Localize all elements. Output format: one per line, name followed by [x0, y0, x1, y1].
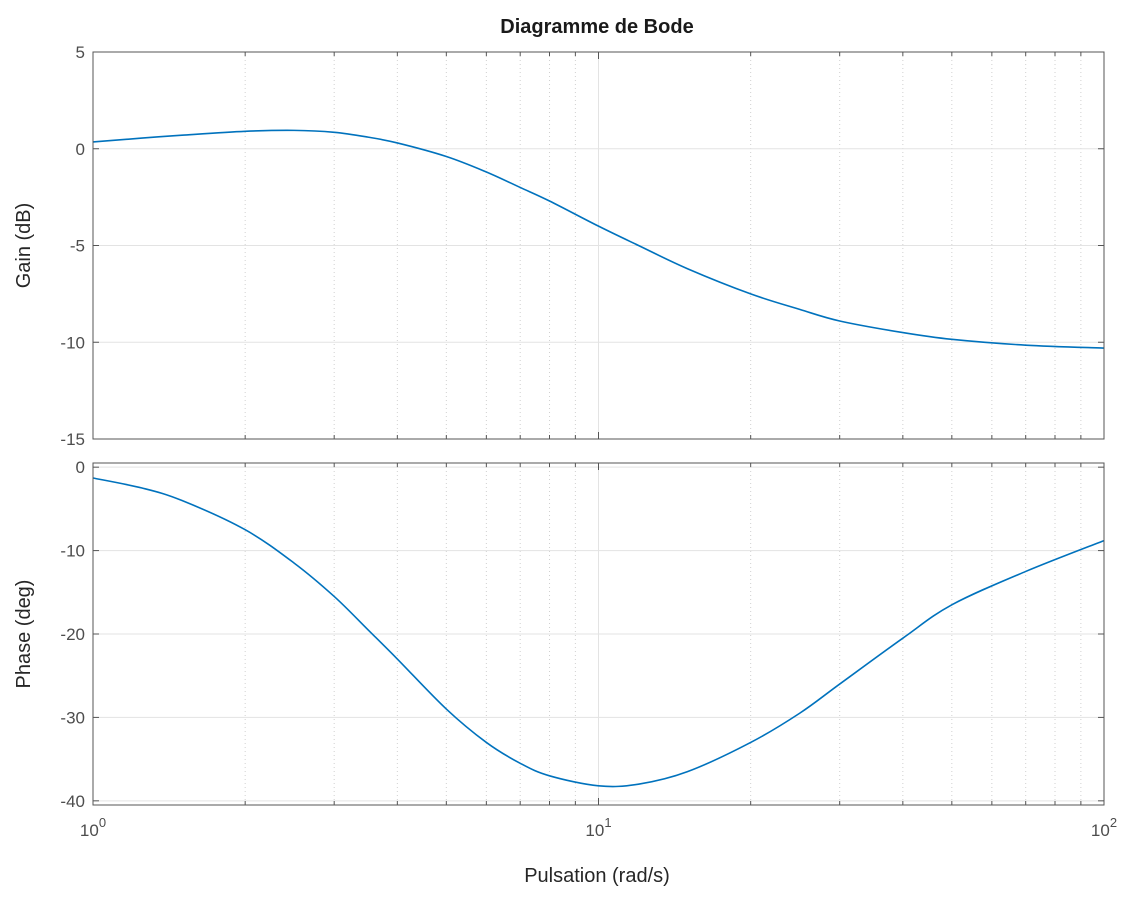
- chart-title: Diagramme de Bode: [500, 16, 693, 38]
- y-tick-label: -40: [60, 792, 85, 811]
- y-axis-label: Phase (deg): [13, 580, 35, 689]
- phase-panel: 0 -10 -20 -30 -40 100 101 102 Phase (deg): [13, 458, 1117, 840]
- y-tick-label: -5: [70, 237, 85, 256]
- x-axis-label: Pulsation (rad/s): [524, 865, 670, 887]
- y-tick-label: -15: [60, 430, 85, 449]
- y-tick-label: 5: [76, 43, 85, 62]
- series-line: [92, 129, 1105, 349]
- y-tick-label: 0: [76, 140, 85, 159]
- y-tick-label: -30: [60, 708, 85, 727]
- y-tick-label: -10: [60, 542, 85, 561]
- y-tick-label: -20: [60, 625, 85, 644]
- axes-frame: [92, 51, 1105, 440]
- y-axis-label: Gain (dB): [13, 203, 35, 289]
- y-tick-label: 0: [76, 458, 85, 477]
- x-tick-label: 101: [585, 815, 611, 840]
- x-tick-label: 100: [80, 815, 106, 840]
- axes-frame: [92, 462, 1105, 806]
- y-tick-label: -10: [60, 333, 85, 352]
- x-tick-label: 102: [1091, 815, 1117, 840]
- series-line: [92, 477, 1105, 788]
- gain-panel: 5 0 -5 -10 -15 Gain (dB): [13, 43, 1105, 449]
